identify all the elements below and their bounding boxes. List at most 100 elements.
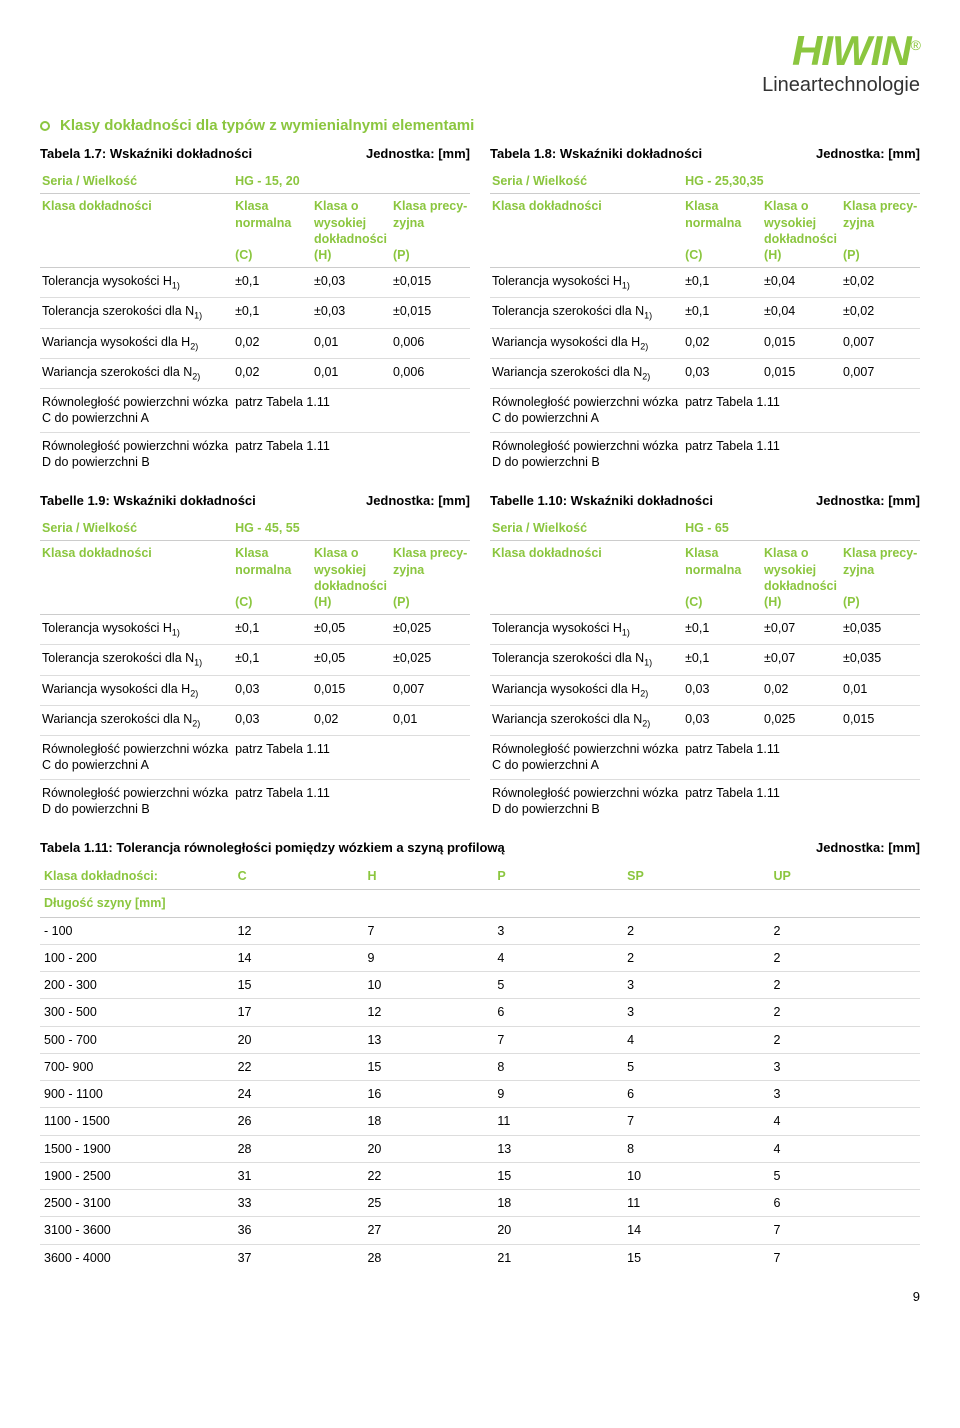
t11-cell: 9 xyxy=(363,944,493,971)
th-series-val: HG - 45, 55 xyxy=(233,516,470,541)
t11-cell: 7 xyxy=(770,1244,920,1271)
section-title: Klasy dokładności dla typów z wymienialn… xyxy=(40,117,920,134)
cell: ±0,015 xyxy=(391,268,470,298)
table-unit: Jednostka: [mm] xyxy=(816,146,920,161)
t11-cell: 7 xyxy=(623,1108,769,1135)
th-prec: Klasa precy- zyjna(P) xyxy=(841,194,920,268)
page-header: HIWIN® Lineartechnologie xyxy=(40,30,920,97)
table-title-text: Tabelle 1.10: Wskaźniki dokładności xyxy=(490,493,713,508)
t11-cell: 33 xyxy=(234,1190,364,1217)
th-class: Klasa dokładności xyxy=(490,194,683,268)
th-series: Seria / Wielkość xyxy=(40,169,233,194)
t11-range: - 100 xyxy=(40,917,234,944)
cell: ±0,035 xyxy=(841,615,920,645)
cell: ±0,07 xyxy=(762,615,841,645)
cell: 0,03 xyxy=(233,705,312,735)
t11-cell: 2 xyxy=(623,944,769,971)
row-parC: Równoległość powierzchni wózka C do powi… xyxy=(40,736,233,780)
table-1-10: Tabelle 1.10: Wskaźniki dokładnościJedno… xyxy=(490,493,920,822)
th-high: Klasa o wysokiej dokładności(H) xyxy=(762,194,841,268)
row-label: Tolerancja wysokości H1) xyxy=(490,268,683,298)
cell: ±0,02 xyxy=(841,268,920,298)
t11-cell: 21 xyxy=(493,1244,623,1271)
table-1-11-title: Tabela 1.11: Tolerancja równoległości po… xyxy=(40,840,920,855)
t11-cell: 7 xyxy=(493,1026,623,1053)
brand-subtitle: Lineartechnologie xyxy=(762,74,920,97)
cell: ±0,1 xyxy=(683,645,762,675)
row-parC: Równoległość powierzchni wózka C do powi… xyxy=(40,389,233,433)
t11-col-empty xyxy=(493,890,623,917)
t11-cell: 3 xyxy=(623,999,769,1026)
table-title-text: Tabelle 1.9: Wskaźniki dokładności xyxy=(40,493,256,508)
row-label: Tolerancja wysokości H1) xyxy=(40,615,233,645)
t11-cell: 10 xyxy=(363,972,493,999)
t11-col-empty xyxy=(363,890,493,917)
t11-range: 3600 - 4000 xyxy=(40,1244,234,1271)
t11-title-text: Tabela 1.11: Tolerancja równoległości po… xyxy=(40,840,505,855)
t11-range: 1900 - 2500 xyxy=(40,1162,234,1189)
section-title-text: Klasy dokładności dla typów z wymienialn… xyxy=(60,117,474,134)
t11-cell: 3 xyxy=(770,1053,920,1080)
row-label: Wariancja szerokości dla N2) xyxy=(490,705,683,735)
t11-cell: 11 xyxy=(623,1190,769,1217)
cell: 0,006 xyxy=(391,328,470,358)
t11-cell: 28 xyxy=(234,1135,364,1162)
cell: 0,02 xyxy=(762,675,841,705)
t11-cell: 3 xyxy=(493,917,623,944)
t11-cell: 5 xyxy=(623,1053,769,1080)
brand-logo: HIWIN® xyxy=(762,30,920,72)
t11-col: SP xyxy=(623,863,769,890)
row-label: Tolerancja szerokości dla N1) xyxy=(490,645,683,675)
t11-cell: 26 xyxy=(234,1108,364,1135)
t11-cell: 2 xyxy=(770,999,920,1026)
t11-col-empty xyxy=(770,890,920,917)
t11-range: 700- 900 xyxy=(40,1053,234,1080)
brand-name: HIWIN xyxy=(792,27,911,74)
table-1-11: Klasa dokładności:CHPSPUPDługość szyny [… xyxy=(40,863,920,1271)
t11-range: 3100 - 3600 xyxy=(40,1217,234,1244)
t11-unit: Jednostka: [mm] xyxy=(816,840,920,855)
th-series-val: HG - 15, 20 xyxy=(233,169,470,194)
t11-cell: 2 xyxy=(770,944,920,971)
row-label: Wariancja wysokości dla H2) xyxy=(490,328,683,358)
cell: 0,015 xyxy=(762,358,841,388)
row-label: Wariancja wysokości dla H2) xyxy=(40,675,233,705)
t11-cell: 6 xyxy=(770,1190,920,1217)
cell: ±0,07 xyxy=(762,645,841,675)
t11-cell: 14 xyxy=(623,1217,769,1244)
t11-col: P xyxy=(493,863,623,890)
brand-block: HIWIN® Lineartechnologie xyxy=(762,30,920,97)
t11-cell: 11 xyxy=(493,1108,623,1135)
table-title: Tabelle 1.9: Wskaźniki dokładnościJednos… xyxy=(40,493,470,508)
th-normal: Klasa normalna(C) xyxy=(683,194,762,268)
cell-see: patrz Tabela 1.11 xyxy=(233,736,470,780)
cell-see: patrz Tabela 1.11 xyxy=(233,389,470,433)
cell: ±0,1 xyxy=(233,645,312,675)
table-title: Tabela 1.7: Wskaźniki dokładnościJednost… xyxy=(40,146,470,161)
cell: 0,03 xyxy=(683,675,762,705)
t11-col-empty xyxy=(623,890,769,917)
cell: 0,02 xyxy=(233,358,312,388)
t11-cell: 31 xyxy=(234,1162,364,1189)
th-high: Klasa o wysokiej dokładności(H) xyxy=(762,541,841,615)
cell: 0,01 xyxy=(391,705,470,735)
table-1-7: Tabela 1.7: Wskaźniki dokładnościJednost… xyxy=(40,146,470,475)
row-label: Wariancja szerokości dla N2) xyxy=(490,358,683,388)
t11-col: H xyxy=(363,863,493,890)
t11-cell: 2 xyxy=(623,917,769,944)
cell: ±0,02 xyxy=(841,298,920,328)
t11-cell: 36 xyxy=(234,1217,364,1244)
row-label: Wariancja wysokości dla H2) xyxy=(40,328,233,358)
t11-cell: 8 xyxy=(493,1053,623,1080)
t11-cell: 20 xyxy=(363,1135,493,1162)
t11-cell: 37 xyxy=(234,1244,364,1271)
cell: 0,01 xyxy=(312,328,391,358)
t11-cell: 22 xyxy=(363,1162,493,1189)
t11-col: C xyxy=(234,863,364,890)
t11-cell: 2 xyxy=(770,917,920,944)
cell: ±0,03 xyxy=(312,298,391,328)
t11-cell: 12 xyxy=(363,999,493,1026)
row-label: Tolerancja szerokości dla N1) xyxy=(40,298,233,328)
t11-cell: 2 xyxy=(770,972,920,999)
t11-cell: 6 xyxy=(493,999,623,1026)
